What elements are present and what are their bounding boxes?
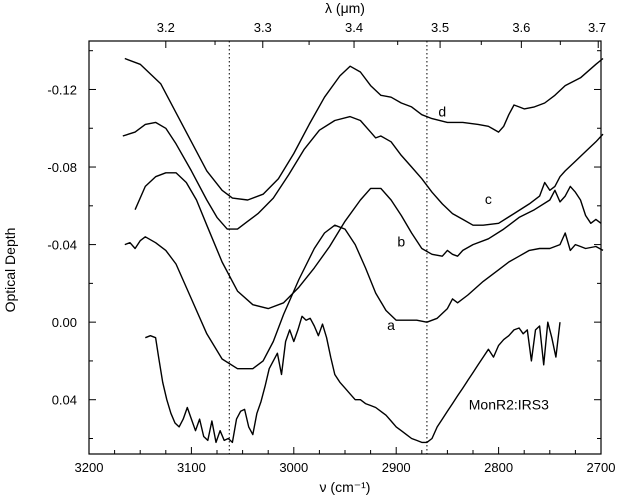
y-tick-label: -0.08 [47, 160, 77, 175]
top-tick-label: 3.5 [431, 20, 449, 35]
series-label-3: a [387, 317, 395, 333]
y-axis-title: Optical Depth [2, 228, 18, 313]
y-tick-label: -0.04 [47, 238, 77, 253]
series-label-4: MonR2:IRS3 [469, 396, 549, 412]
top-tick-label: 3.7 [588, 20, 606, 35]
series-label-2: b [397, 234, 405, 250]
series-line-0 [124, 57, 604, 201]
bottom-axis: 3200 3100 3000 2900 2800 2700 [75, 447, 616, 475]
x-tick-label: 3200 [75, 460, 104, 475]
plot-frame [88, 40, 602, 455]
top-tick-label: 3.4 [345, 20, 363, 35]
top-tick-label: 3.3 [254, 20, 272, 35]
x-axis-title: ν (cm⁻¹) [320, 479, 371, 495]
series-line-1 [122, 115, 604, 230]
series-line-3 [124, 224, 604, 370]
top-tick-label: 3.2 [157, 20, 175, 35]
x-tick-label: 3100 [177, 460, 206, 475]
x-tick-label: 3000 [279, 460, 308, 475]
y-tick-label: 0.00 [52, 315, 77, 330]
top-axis: 3.2 3.3 3.4 3.5 3.6 3.7 [157, 20, 606, 48]
x-tick-label: 2800 [484, 460, 513, 475]
series-line-4 [145, 315, 561, 444]
y-tick-label: -0.12 [47, 82, 77, 97]
series-group [122, 57, 604, 444]
x-tick-label: 2700 [587, 460, 616, 475]
series-line-2 [134, 172, 602, 310]
curve-labels: d c b a MonR2:IRS3 [387, 104, 549, 413]
x-tick-label: 2900 [382, 460, 411, 475]
reference-lines [228, 41, 428, 454]
left-axis: -0.12 -0.08 -0.04 0.00 0.04 [47, 50, 601, 439]
top-tick-label: 3.6 [512, 20, 530, 35]
y-tick-label: 0.04 [52, 393, 77, 408]
series-label-1: c [485, 191, 492, 207]
series-label-0: d [438, 104, 446, 120]
top-axis-title: λ (μm) [325, 0, 365, 16]
